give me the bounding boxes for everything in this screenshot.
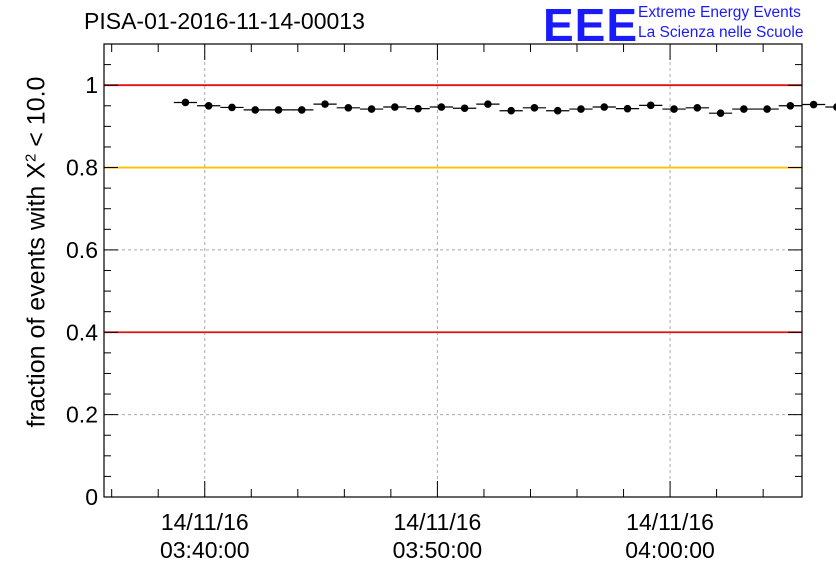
data-point: [297, 106, 306, 114]
x-tick-time: 04:00:00: [625, 537, 715, 563]
data-point: [530, 104, 539, 112]
grid-lines: [104, 44, 802, 497]
chart-title: PISA-01-2016-11-14-00013: [84, 8, 365, 34]
data-point: [204, 101, 213, 110]
data-point: [507, 106, 515, 115]
data-point: [553, 106, 562, 115]
y-axis-label: fraction of events with X2 < 10.0: [22, 77, 51, 428]
data-point: [391, 103, 399, 111]
data-point: [693, 104, 702, 112]
data-point: [670, 105, 678, 113]
data-point: [600, 103, 609, 111]
data-point: [577, 105, 585, 113]
data-point: [763, 105, 771, 113]
x-tick-date: 14/11/16: [626, 509, 714, 535]
data-point: [809, 100, 818, 109]
data-point: [321, 100, 329, 108]
data-point: [716, 109, 725, 117]
data-point: [484, 100, 492, 108]
reference-lines: [104, 84, 802, 334]
y-label-suffix: < 10.0: [22, 76, 51, 154]
data-point: [228, 103, 236, 112]
data-point: [437, 103, 446, 111]
x-tick-date: 14/11/16: [393, 509, 481, 535]
data-points: [173, 98, 836, 117]
axis-ticks: 00.20.40.60.8114/11/1603:40:0014/11/1603…: [66, 43, 802, 563]
logo-mark: EEE: [543, 0, 639, 51]
data-point: [367, 105, 376, 113]
x-tick-time: 03:50:00: [393, 537, 483, 563]
x-tick-time: 03:40:00: [160, 537, 250, 563]
logo-line-2: La Scienza nelle Scuole: [638, 24, 804, 41]
data-point: [623, 104, 632, 113]
data-point: [181, 98, 190, 107]
y-label-prefix: fraction of events with X: [22, 162, 51, 428]
data-point: [646, 101, 655, 110]
data-point: [460, 104, 469, 113]
eee-logo: EEE Extreme Energy Events La Scienza nel…: [543, 0, 833, 51]
data-point: [786, 101, 795, 110]
data-point: [344, 104, 353, 112]
y-tick-label: 0.6: [66, 237, 98, 263]
y-label-sup: 2: [22, 153, 40, 163]
y-tick-label: 1: [85, 72, 98, 98]
plot-frame: [103, 43, 803, 498]
y-tick-label: 0: [85, 484, 98, 510]
data-point: [274, 106, 283, 114]
data-point: [740, 105, 748, 113]
y-tick-label: 0.4: [66, 319, 98, 345]
logo-line-1: Extreme Energy Events: [638, 4, 801, 21]
y-tick-label: 0.2: [66, 402, 98, 428]
x-tick-date: 14/11/16: [161, 509, 249, 535]
data-point: [414, 104, 422, 113]
data-point: [833, 103, 836, 111]
data-point: [251, 106, 260, 114]
y-tick-label: 0.8: [66, 155, 98, 181]
